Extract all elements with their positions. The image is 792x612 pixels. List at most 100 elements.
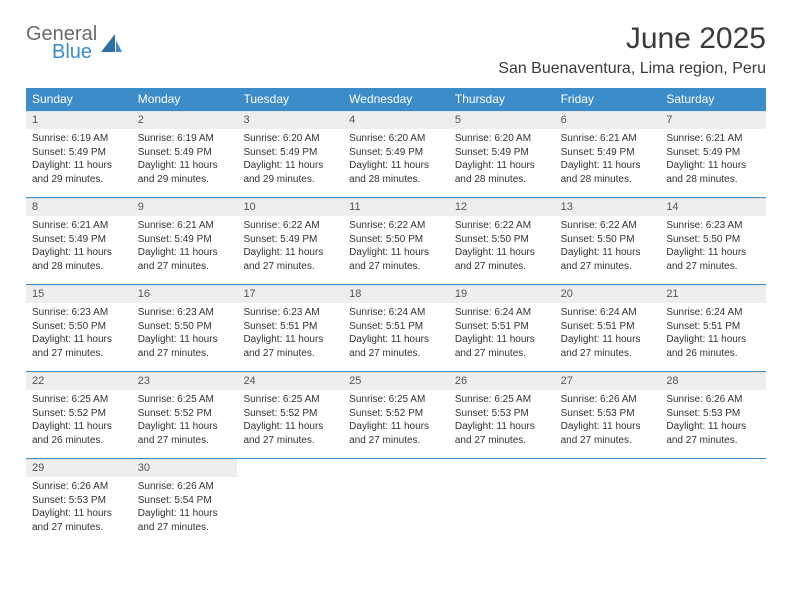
daylight-line: and 29 minutes.: [32, 173, 126, 187]
sunrise-line: Sunrise: 6:24 AM: [666, 306, 760, 320]
daylight-line: and 27 minutes.: [243, 434, 337, 448]
sunrise-line: Sunrise: 6:23 AM: [138, 306, 232, 320]
day-body: Sunrise: 6:21 AMSunset: 5:49 PMDaylight:…: [555, 129, 661, 186]
sunset-line: Sunset: 5:49 PM: [561, 146, 655, 160]
week-row: 29Sunrise: 6:26 AMSunset: 5:53 PMDayligh…: [26, 459, 766, 545]
sunrise-line: Sunrise: 6:21 AM: [666, 132, 760, 146]
daylight-line: and 27 minutes.: [138, 260, 232, 274]
sunrise-line: Sunrise: 6:25 AM: [349, 393, 443, 407]
day-cell: 25Sunrise: 6:25 AMSunset: 5:52 PMDayligh…: [343, 372, 449, 458]
day-number: 25: [343, 372, 449, 390]
sunset-line: Sunset: 5:49 PM: [138, 233, 232, 247]
sunset-line: Sunset: 5:52 PM: [243, 407, 337, 421]
day-number: 17: [237, 285, 343, 303]
daylight-line: and 28 minutes.: [666, 173, 760, 187]
sunrise-line: Sunrise: 6:21 AM: [32, 219, 126, 233]
daylight-line: Daylight: 11 hours: [666, 246, 760, 260]
daylight-line: Daylight: 11 hours: [455, 333, 549, 347]
daylight-line: Daylight: 11 hours: [561, 333, 655, 347]
page-header: General Blue June 2025 San Buenaventura,…: [26, 22, 766, 78]
sail-icon: [101, 34, 123, 54]
sunset-line: Sunset: 5:53 PM: [666, 407, 760, 421]
day-cell: 24Sunrise: 6:25 AMSunset: 5:52 PMDayligh…: [237, 372, 343, 458]
daylight-line: Daylight: 11 hours: [666, 333, 760, 347]
daylight-line: Daylight: 11 hours: [561, 420, 655, 434]
day-body: Sunrise: 6:22 AMSunset: 5:50 PMDaylight:…: [343, 216, 449, 273]
day-of-week-header: SundayMondayTuesdayWednesdayThursdayFrid…: [26, 88, 766, 111]
calendar-page: General Blue June 2025 San Buenaventura,…: [0, 0, 792, 545]
day-body: Sunrise: 6:20 AMSunset: 5:49 PMDaylight:…: [237, 129, 343, 186]
sunset-line: Sunset: 5:49 PM: [243, 146, 337, 160]
day-number: 9: [132, 198, 238, 216]
day-cell: 6Sunrise: 6:21 AMSunset: 5:49 PMDaylight…: [555, 111, 661, 197]
day-cell: 19Sunrise: 6:24 AMSunset: 5:51 PMDayligh…: [449, 285, 555, 371]
day-body: Sunrise: 6:20 AMSunset: 5:49 PMDaylight:…: [343, 129, 449, 186]
week-row: 15Sunrise: 6:23 AMSunset: 5:50 PMDayligh…: [26, 285, 766, 372]
sunrise-line: Sunrise: 6:25 AM: [455, 393, 549, 407]
sunrise-line: Sunrise: 6:19 AM: [138, 132, 232, 146]
day-cell: 7Sunrise: 6:21 AMSunset: 5:49 PMDaylight…: [660, 111, 766, 197]
day-cell: 4Sunrise: 6:20 AMSunset: 5:49 PMDaylight…: [343, 111, 449, 197]
day-number: 16: [132, 285, 238, 303]
sunrise-line: Sunrise: 6:21 AM: [561, 132, 655, 146]
daylight-line: Daylight: 11 hours: [455, 246, 549, 260]
sunset-line: Sunset: 5:52 PM: [32, 407, 126, 421]
day-body: Sunrise: 6:25 AMSunset: 5:53 PMDaylight:…: [449, 390, 555, 447]
daylight-line: Daylight: 11 hours: [455, 420, 549, 434]
day-number: 7: [660, 111, 766, 129]
day-body: Sunrise: 6:26 AMSunset: 5:54 PMDaylight:…: [132, 477, 238, 534]
daylight-line: Daylight: 11 hours: [243, 159, 337, 173]
day-body: Sunrise: 6:23 AMSunset: 5:50 PMDaylight:…: [26, 303, 132, 360]
brand-text: General Blue: [26, 24, 97, 62]
day-number: 28: [660, 372, 766, 390]
day-number: 13: [555, 198, 661, 216]
daylight-line: and 27 minutes.: [666, 260, 760, 274]
sunrise-line: Sunrise: 6:24 AM: [561, 306, 655, 320]
daylight-line: Daylight: 11 hours: [561, 246, 655, 260]
daylight-line: Daylight: 11 hours: [32, 159, 126, 173]
sunrise-line: Sunrise: 6:21 AM: [138, 219, 232, 233]
day-body: Sunrise: 6:22 AMSunset: 5:49 PMDaylight:…: [237, 216, 343, 273]
day-body: Sunrise: 6:25 AMSunset: 5:52 PMDaylight:…: [343, 390, 449, 447]
sunset-line: Sunset: 5:49 PM: [138, 146, 232, 160]
sunrise-line: Sunrise: 6:23 AM: [243, 306, 337, 320]
daylight-line: Daylight: 11 hours: [32, 507, 126, 521]
day-of-week-cell: Wednesday: [343, 88, 449, 111]
sunset-line: Sunset: 5:49 PM: [243, 233, 337, 247]
sunrise-line: Sunrise: 6:26 AM: [561, 393, 655, 407]
day-cell: ..: [343, 459, 449, 545]
day-cell: 17Sunrise: 6:23 AMSunset: 5:51 PMDayligh…: [237, 285, 343, 371]
daylight-line: Daylight: 11 hours: [349, 333, 443, 347]
day-of-week-cell: Friday: [555, 88, 661, 111]
day-cell: 16Sunrise: 6:23 AMSunset: 5:50 PMDayligh…: [132, 285, 238, 371]
sunset-line: Sunset: 5:49 PM: [32, 146, 126, 160]
day-body: Sunrise: 6:21 AMSunset: 5:49 PMDaylight:…: [132, 216, 238, 273]
daylight-line: Daylight: 11 hours: [561, 159, 655, 173]
daylight-line: Daylight: 11 hours: [138, 246, 232, 260]
day-body: Sunrise: 6:25 AMSunset: 5:52 PMDaylight:…: [132, 390, 238, 447]
daylight-line: and 27 minutes.: [561, 434, 655, 448]
day-body: Sunrise: 6:24 AMSunset: 5:51 PMDaylight:…: [660, 303, 766, 360]
day-body: Sunrise: 6:22 AMSunset: 5:50 PMDaylight:…: [449, 216, 555, 273]
calendar-grid: SundayMondayTuesdayWednesdayThursdayFrid…: [26, 88, 766, 545]
day-body: Sunrise: 6:21 AMSunset: 5:49 PMDaylight:…: [660, 129, 766, 186]
daylight-line: Daylight: 11 hours: [666, 159, 760, 173]
daylight-line: Daylight: 11 hours: [32, 333, 126, 347]
daylight-line: Daylight: 11 hours: [666, 420, 760, 434]
daylight-line: and 27 minutes.: [561, 347, 655, 361]
sunrise-line: Sunrise: 6:24 AM: [455, 306, 549, 320]
sunset-line: Sunset: 5:54 PM: [138, 494, 232, 508]
day-cell: 27Sunrise: 6:26 AMSunset: 5:53 PMDayligh…: [555, 372, 661, 458]
day-body: Sunrise: 6:22 AMSunset: 5:50 PMDaylight:…: [555, 216, 661, 273]
day-number: 18: [343, 285, 449, 303]
day-number: 3: [237, 111, 343, 129]
month-title: June 2025: [498, 22, 766, 56]
sunrise-line: Sunrise: 6:22 AM: [455, 219, 549, 233]
day-number: 14: [660, 198, 766, 216]
day-cell: 11Sunrise: 6:22 AMSunset: 5:50 PMDayligh…: [343, 198, 449, 284]
daylight-line: and 27 minutes.: [349, 260, 443, 274]
sunset-line: Sunset: 5:53 PM: [32, 494, 126, 508]
location-label: San Buenaventura, Lima region, Peru: [498, 60, 766, 78]
sunset-line: Sunset: 5:51 PM: [666, 320, 760, 334]
sunrise-line: Sunrise: 6:19 AM: [32, 132, 126, 146]
